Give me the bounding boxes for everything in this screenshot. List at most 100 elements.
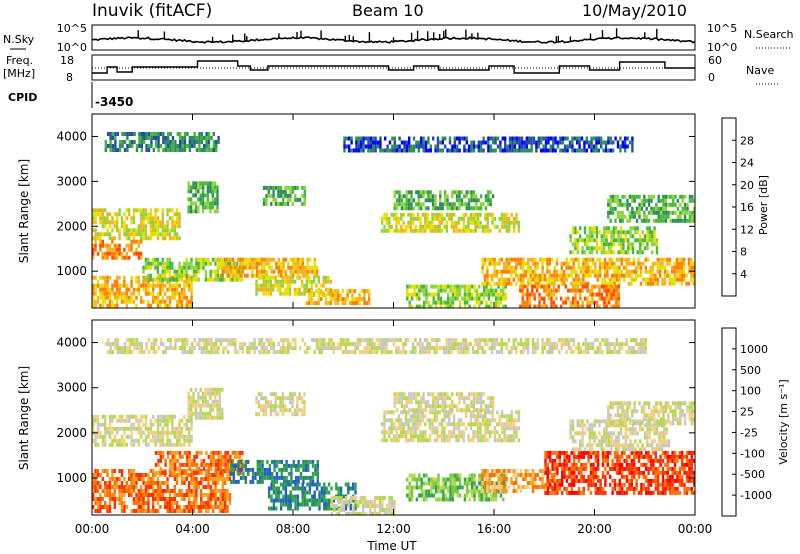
heatmap-cell: [104, 438, 107, 443]
heatmap-cell: [156, 208, 160, 213]
heatmap-cell: [617, 250, 620, 255]
heatmap-cell: [135, 497, 138, 501]
heatmap-cell: [284, 279, 287, 284]
heatmap-cell: [623, 277, 626, 282]
heatmap-cell: [277, 201, 280, 206]
heatmap-cell: [271, 475, 274, 480]
heatmap-cell: [597, 140, 600, 145]
heatmap-cell: [681, 206, 684, 211]
heatmap-cell: [472, 414, 475, 419]
heatmap-cell: [154, 257, 157, 262]
heatmap-cell: [493, 216, 497, 221]
heatmap-cell: [407, 224, 410, 229]
heatmap-cell: [433, 228, 437, 233]
heatmap-cell: [515, 257, 518, 262]
heatmap-cell: [320, 297, 323, 302]
heatmap-cell: [147, 493, 150, 497]
heatmap-cell: [101, 434, 104, 439]
heatmap-cell: [190, 501, 193, 505]
heatmap-cell: [206, 193, 210, 198]
heatmap-cell: [528, 136, 531, 141]
freq-unit: [MHz]: [3, 67, 35, 80]
heatmap-cell: [195, 501, 198, 505]
heatmap-cell: [571, 242, 575, 247]
heatmap-cell: [458, 292, 462, 297]
heatmap-cell: [367, 140, 370, 145]
heatmap-cell: [395, 202, 399, 207]
heatmap-cell: [390, 504, 394, 508]
heatmap-cell: [437, 300, 440, 305]
heatmap-cell: [123, 291, 126, 296]
heatmap-cell: [92, 212, 95, 217]
heatmap-cell: [678, 261, 681, 266]
heatmap-cell: [448, 434, 451, 439]
heatmap-cell: [491, 277, 494, 282]
heatmap-cell: [96, 283, 100, 288]
heatmap-cell: [114, 140, 117, 144]
heatmap-cell: [581, 238, 584, 243]
heatmap-cell: [301, 482, 304, 487]
heatmap-cell: [137, 232, 140, 237]
heatmap-cell: [185, 299, 188, 304]
heatmap-cell: [515, 281, 518, 286]
heatmap-cell: [426, 220, 429, 225]
heatmap-cell: [450, 430, 453, 435]
heatmap-cell: [515, 430, 518, 435]
heatmap-cell: [446, 304, 450, 308]
heatmap-cell: [567, 261, 571, 266]
heatmap-cell: [598, 246, 601, 251]
heatmap-cell: [137, 291, 140, 296]
heatmap-cell: [357, 140, 360, 145]
heatmap-cell: [668, 257, 671, 262]
heatmap-cell: [171, 148, 175, 152]
heatmap-cell: [376, 496, 379, 500]
heatmap-cell: [147, 132, 151, 136]
heatmap-cell: [209, 391, 212, 396]
heatmap-cell: [400, 224, 403, 229]
heatmap-cell: [627, 238, 630, 243]
heatmap-cell: [595, 148, 598, 153]
heatmap-cell: [92, 414, 95, 419]
heatmap-cell: [481, 224, 485, 229]
heatmap-cell: [683, 261, 686, 266]
heatmap-cell: [106, 247, 109, 252]
heatmap-cell: [654, 261, 657, 266]
heatmap-cell: [577, 257, 580, 262]
heatmap-cell: [688, 194, 692, 199]
heatmap-cell: [277, 193, 280, 198]
heatmap-cell: [198, 136, 201, 140]
heatmap-cell: [307, 467, 310, 472]
heatmap-cell: [618, 281, 621, 286]
heatmap-cell: [303, 408, 306, 413]
heatmap-cell: [173, 414, 176, 419]
heatmap-cell: [465, 190, 468, 195]
heatmap-cell: [486, 224, 489, 229]
heatmap-cell: [198, 140, 201, 144]
heatmap-cell: [140, 493, 143, 497]
heatmap-cell: [553, 273, 556, 278]
heatmap-cell: [290, 479, 293, 484]
heatmap-cell: [111, 442, 114, 447]
heatmap-cell: [380, 220, 384, 225]
heatmap-cell: [515, 261, 518, 266]
heatmap-cell: [192, 273, 196, 278]
heatmap-cell: [454, 292, 457, 297]
heatmap-cell: [549, 148, 552, 153]
heatmap-cell: [595, 230, 599, 235]
heatmap-cell: [458, 288, 462, 293]
heatmap-cell: [179, 144, 182, 148]
heatmap-cell: [555, 288, 558, 293]
heatmap-cell: [434, 194, 437, 199]
heatmap-cell: [619, 234, 623, 239]
heatmap-cell: [529, 265, 532, 270]
heatmap-cell: [301, 486, 304, 491]
heatmap-cell: [552, 292, 556, 297]
heatmap-cell: [120, 283, 124, 288]
heatmap-cell: [688, 218, 692, 223]
heatmap-cell: [104, 255, 107, 260]
heatmap-cell: [569, 238, 572, 243]
heatmap-cell: [409, 220, 413, 225]
heatmap-cell: [111, 291, 114, 296]
heatmap-cell: [504, 304, 507, 308]
heatmap-cell: [94, 485, 97, 489]
